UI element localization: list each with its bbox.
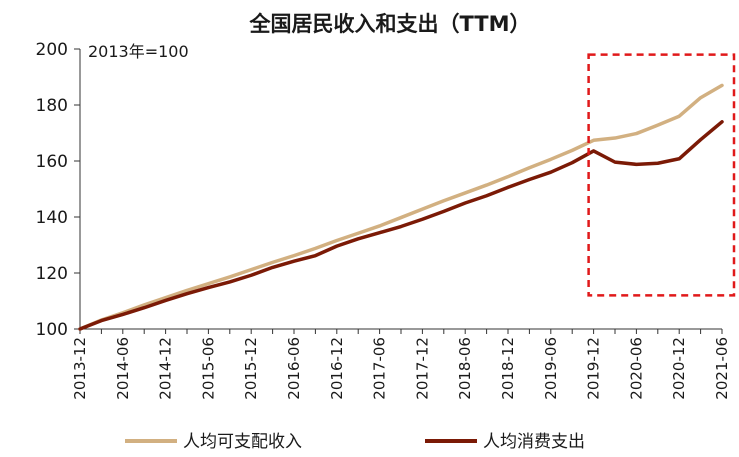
- x-tick-label: 2016-06: [285, 337, 303, 400]
- chart-title: 全国居民收入和支出（TTM）: [248, 12, 530, 36]
- legend-label-1: 人均可支配收入: [183, 432, 302, 452]
- x-tick-label: 2020-06: [627, 337, 645, 400]
- y-tick-label: 140: [36, 208, 68, 228]
- x-tick-label: 2017-06: [371, 337, 389, 400]
- x-tick-label: 2014-06: [114, 337, 132, 400]
- x-tick-label: 2018-06: [456, 337, 474, 400]
- highlight-box: [587, 53, 736, 297]
- x-axis: 2013-12 2014-06 2014-12 2015-06 2015-12 2016-…: [71, 328, 731, 400]
- x-tick-label: 2019-12: [585, 337, 603, 400]
- y-tick-label: 180: [36, 96, 68, 116]
- x-tick-label: 2015-06: [199, 337, 217, 400]
- x-tick-label: 2017-12: [413, 337, 431, 400]
- series-line-2: [78, 120, 724, 331]
- y-tick-label: 120: [36, 264, 68, 284]
- legend-label-2: 人均消费支出: [483, 432, 585, 452]
- y-tick-label: 200: [36, 40, 68, 60]
- x-tick-label: 2015-12: [242, 337, 260, 400]
- y-tick-label: 160: [36, 152, 68, 172]
- x-tick-label: 2013-12: [71, 337, 89, 400]
- x-tick-label: 2020-12: [670, 337, 688, 400]
- y-axis: 100 120 140 160 180 200: [36, 40, 81, 340]
- x-tick-label: 2021-06: [713, 337, 731, 400]
- x-tick-label: 2014-12: [157, 337, 175, 400]
- legend: 人均可支配收入 人均消费支出: [125, 432, 585, 452]
- series-group: [78, 83, 724, 331]
- y-tick-label: 100: [36, 320, 68, 340]
- x-tick-label: 2019-06: [542, 337, 560, 400]
- chart-annotation: 2013年=100: [88, 42, 189, 61]
- series-line-1: [78, 83, 724, 331]
- x-tick-label: 2016-12: [328, 337, 346, 400]
- x-tick-label: 2018-12: [499, 337, 517, 400]
